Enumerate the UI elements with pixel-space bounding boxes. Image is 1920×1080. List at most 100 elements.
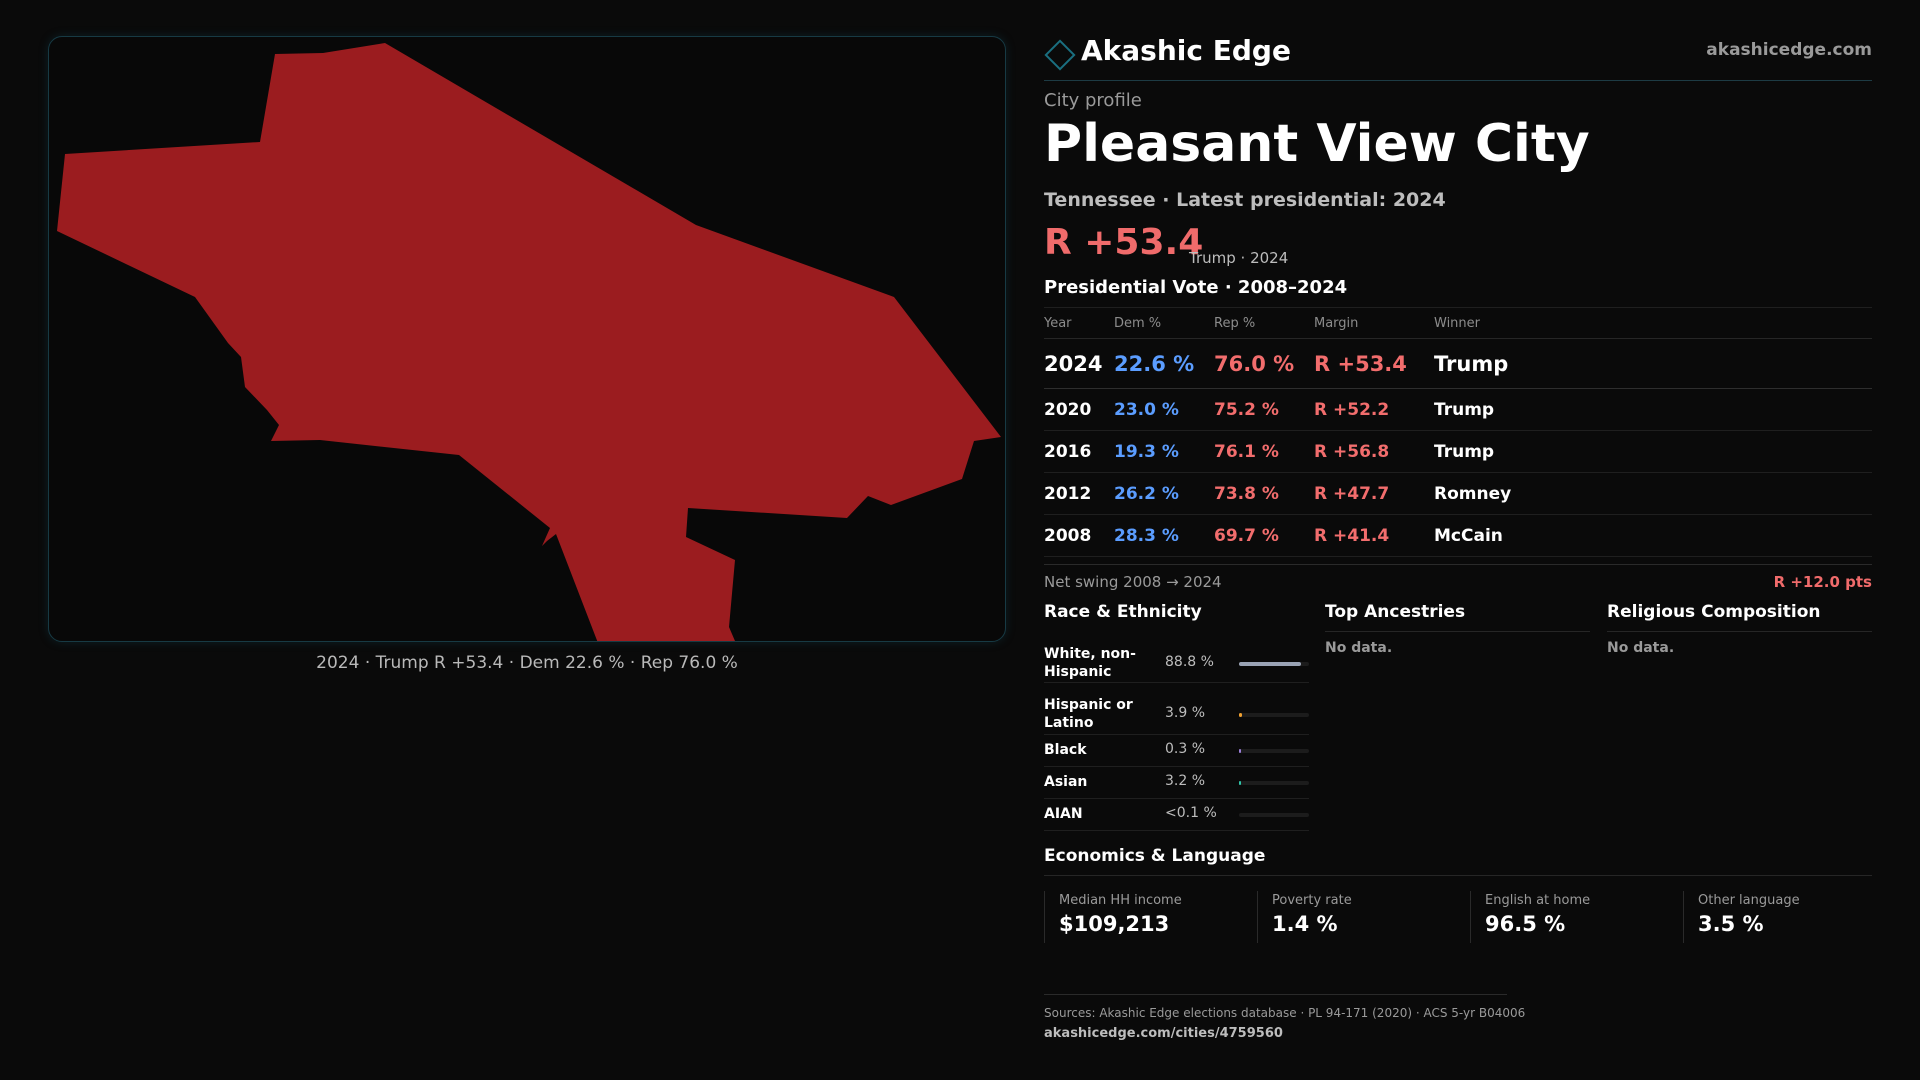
table-row: 2012 26.2 % 73.8 % R +47.7 Romney bbox=[1044, 472, 1872, 515]
vote-section-title: Presidential Vote · 2008–2024 bbox=[1044, 277, 1348, 298]
cell-dem: 22.6 % bbox=[1114, 338, 1214, 389]
list-item: Asian 3.2 % bbox=[1044, 767, 1309, 799]
religion-section-title: Religious Composition bbox=[1607, 600, 1872, 632]
divider bbox=[1044, 994, 1507, 995]
brand-name[interactable]: Akashic Edge bbox=[1081, 34, 1291, 67]
table-header-row: Year Dem % Rep % Margin Winner bbox=[1044, 307, 1872, 339]
race-value: 3.2 % bbox=[1165, 773, 1206, 789]
city-boundary-shape[interactable] bbox=[57, 43, 1001, 642]
race-value: 0.3 % bbox=[1165, 741, 1206, 757]
cell-dem: 19.3 % bbox=[1114, 430, 1214, 473]
race-label: White, non-Hispanic bbox=[1044, 646, 1136, 680]
column-header-margin: Margin bbox=[1314, 307, 1434, 339]
stat-english-at-home: English at home 96.5 % bbox=[1470, 891, 1680, 943]
sources-text: Sources: Akashic Edge elections database… bbox=[1044, 1006, 1526, 1020]
cell-winner: Trump bbox=[1434, 388, 1872, 431]
race-list: White, non-Hispanic 88.8 % Hispanic or L… bbox=[1044, 632, 1309, 831]
page-subtitle: City profile bbox=[1044, 90, 1142, 111]
table-row: 2020 23.0 % 75.2 % R +52.2 Trump bbox=[1044, 388, 1872, 431]
stat-label: English at home bbox=[1485, 893, 1591, 908]
cell-year: 2012 bbox=[1044, 472, 1114, 515]
cell-margin: R +53.4 bbox=[1314, 338, 1434, 389]
cell-rep: 76.1 % bbox=[1214, 430, 1314, 473]
cell-rep: 69.7 % bbox=[1214, 514, 1314, 557]
stat-median-income: Median HH income $109,213 bbox=[1044, 891, 1254, 943]
cell-year: 2024 bbox=[1044, 338, 1114, 389]
race-label: Black bbox=[1044, 742, 1087, 758]
race-bar bbox=[1239, 713, 1309, 717]
list-item: White, non-Hispanic 88.8 % bbox=[1044, 632, 1309, 683]
page-title: Pleasant View City bbox=[1044, 114, 1590, 174]
column-header-rep: Rep % bbox=[1214, 307, 1314, 339]
cell-year: 2016 bbox=[1044, 430, 1114, 473]
cell-year: 2020 bbox=[1044, 388, 1114, 431]
stat-poverty-rate: Poverty rate 1.4 % bbox=[1257, 891, 1467, 943]
race-section-title: Race & Ethnicity bbox=[1044, 602, 1202, 622]
race-bar-fill bbox=[1239, 662, 1301, 666]
race-bar bbox=[1239, 781, 1309, 785]
map-svg bbox=[57, 43, 1001, 642]
divider bbox=[1044, 875, 1872, 876]
column-header-dem: Dem % bbox=[1114, 307, 1214, 339]
diamond-outline-icon bbox=[1044, 39, 1076, 71]
race-bar bbox=[1239, 813, 1309, 817]
latest-margin: R +53.4 bbox=[1044, 222, 1204, 263]
brand-header: Akashic Edge akashicedge.com bbox=[1044, 32, 1872, 81]
stat-label: Other language bbox=[1698, 893, 1800, 908]
economics-section-title: Economics & Language bbox=[1044, 846, 1266, 866]
cell-winner: McCain bbox=[1434, 514, 1872, 557]
race-value: 88.8 % bbox=[1165, 654, 1214, 670]
page-url-link[interactable]: akashicedge.com/cities/4759560 bbox=[1044, 1026, 1283, 1041]
race-label: AIAN bbox=[1044, 806, 1083, 822]
religion-section: Religious Composition No data. bbox=[1607, 600, 1872, 656]
cell-winner: Romney bbox=[1434, 472, 1872, 515]
race-value: <0.1 % bbox=[1165, 805, 1217, 821]
stat-value: 1.4 % bbox=[1272, 912, 1338, 936]
cell-margin: R +47.7 bbox=[1314, 472, 1434, 515]
list-item: AIAN <0.1 % bbox=[1044, 799, 1309, 831]
race-label: Hispanic or Latino bbox=[1044, 697, 1133, 731]
cell-dem: 23.0 % bbox=[1114, 388, 1214, 431]
stat-value: $109,213 bbox=[1059, 912, 1170, 936]
cell-dem: 28.3 % bbox=[1114, 514, 1214, 557]
cell-year: 2008 bbox=[1044, 514, 1114, 557]
race-bar-fill bbox=[1239, 781, 1241, 785]
table-row: 2008 28.3 % 69.7 % R +41.4 McCain bbox=[1044, 514, 1872, 557]
race-bar-fill bbox=[1239, 713, 1242, 717]
ancestries-section-title: Top Ancestries bbox=[1325, 600, 1590, 632]
cell-rep: 75.2 % bbox=[1214, 388, 1314, 431]
stat-label: Poverty rate bbox=[1272, 893, 1352, 908]
cell-winner: Trump bbox=[1434, 430, 1872, 473]
table-row: 2024 22.6 % 76.0 % R +53.4 Trump bbox=[1044, 338, 1872, 389]
brand-url-link[interactable]: akashicedge.com bbox=[1706, 40, 1872, 60]
race-bar bbox=[1239, 662, 1309, 666]
net-swing-label: Net swing 2008 → 2024 bbox=[1044, 573, 1222, 591]
list-item: Black 0.3 % bbox=[1044, 735, 1309, 767]
cell-margin: R +41.4 bbox=[1314, 514, 1434, 557]
cell-winner: Trump bbox=[1434, 338, 1872, 389]
religion-empty-text: No data. bbox=[1607, 640, 1675, 656]
column-header-winner: Winner bbox=[1434, 307, 1872, 339]
net-swing-row: Net swing 2008 → 2024 R +12.0 pts bbox=[1044, 564, 1872, 595]
cell-rep: 76.0 % bbox=[1214, 338, 1314, 389]
cell-margin: R +52.2 bbox=[1314, 388, 1434, 431]
latest-margin-detail: Trump · 2024 bbox=[1189, 249, 1289, 267]
race-label: Asian bbox=[1044, 774, 1088, 790]
stat-label: Median HH income bbox=[1059, 893, 1182, 908]
ancestries-section: Top Ancestries No data. bbox=[1325, 600, 1590, 656]
race-value: 3.9 % bbox=[1165, 705, 1206, 721]
race-section: Race & Ethnicity bbox=[1044, 600, 1309, 632]
map-caption: 2024 · Trump R +53.4 · Dem 22.6 % · Rep … bbox=[316, 653, 738, 673]
net-swing-value: R +12.0 pts bbox=[1773, 573, 1872, 591]
ancestries-empty-text: No data. bbox=[1325, 640, 1393, 656]
city-boundary-map[interactable] bbox=[48, 36, 1006, 642]
cell-margin: R +56.8 bbox=[1314, 430, 1434, 473]
race-bar-fill bbox=[1239, 749, 1241, 753]
stat-value: 96.5 % bbox=[1485, 912, 1566, 936]
stat-value: 3.5 % bbox=[1698, 912, 1764, 936]
state-line: Tennessee · Latest presidential: 2024 bbox=[1044, 189, 1446, 211]
presidential-vote-table: Year Dem % Rep % Margin Winner 2024 22.6… bbox=[1044, 307, 1872, 557]
race-bar bbox=[1239, 749, 1309, 753]
table-row: 2016 19.3 % 76.1 % R +56.8 Trump bbox=[1044, 430, 1872, 473]
stat-other-language: Other language 3.5 % bbox=[1683, 891, 1893, 943]
